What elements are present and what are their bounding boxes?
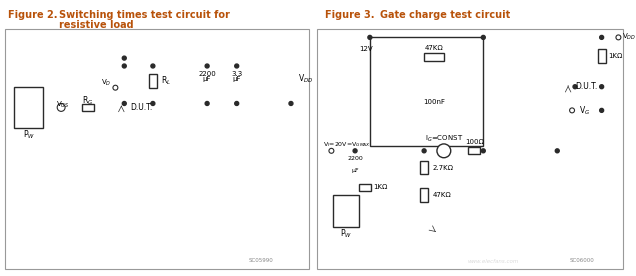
Circle shape (235, 102, 238, 105)
Text: V$_D$: V$_D$ (101, 78, 111, 88)
Bar (14, 87, 43, 128)
Text: D.U.T.: D.U.T. (130, 103, 153, 112)
Text: 3.3: 3.3 (231, 71, 242, 77)
Circle shape (122, 102, 127, 105)
Text: 2.7KΩ: 2.7KΩ (433, 164, 454, 171)
Circle shape (151, 102, 155, 105)
Text: μF: μF (203, 76, 211, 82)
Circle shape (368, 35, 372, 39)
Circle shape (57, 104, 65, 112)
Circle shape (122, 56, 127, 60)
Bar (469, 147, 480, 154)
Text: V$_G$: V$_G$ (579, 104, 590, 117)
Bar (5, 28, 308, 269)
Text: 2200: 2200 (198, 71, 216, 77)
Text: D.U.T.: D.U.T. (575, 82, 597, 91)
Text: 47KΩ: 47KΩ (425, 45, 443, 51)
Text: 1KΩ: 1KΩ (609, 53, 623, 59)
Text: P$_W$: P$_W$ (340, 227, 352, 240)
Circle shape (573, 85, 577, 89)
Text: resistive load: resistive load (59, 20, 134, 30)
Circle shape (113, 85, 118, 90)
Text: 12V: 12V (359, 46, 373, 52)
Bar (598, 49, 605, 63)
Text: V$_I$=20V=V$_{GMAX}$: V$_I$=20V=V$_{GMAX}$ (322, 140, 371, 149)
Text: Gate charge test circuit: Gate charge test circuit (380, 10, 510, 20)
Circle shape (122, 64, 127, 68)
Circle shape (353, 149, 357, 153)
Text: μF: μF (233, 76, 241, 82)
Text: V$_{GS}$: V$_{GS}$ (57, 99, 70, 110)
Bar (333, 195, 359, 227)
Text: R$_G$: R$_G$ (82, 94, 93, 107)
Circle shape (422, 149, 426, 153)
Bar (359, 184, 371, 191)
Bar (420, 188, 428, 202)
Circle shape (205, 64, 209, 68)
Text: 100Ω: 100Ω (465, 139, 484, 145)
Circle shape (205, 102, 209, 105)
Circle shape (600, 35, 604, 39)
Bar (424, 53, 444, 61)
Circle shape (570, 108, 574, 113)
Circle shape (481, 149, 485, 153)
Text: SC06000: SC06000 (570, 258, 594, 263)
Text: 1KΩ: 1KΩ (373, 184, 388, 190)
Bar (82, 104, 93, 111)
Text: 2200: 2200 (347, 156, 363, 161)
Circle shape (437, 144, 451, 158)
Circle shape (151, 64, 155, 68)
Bar (317, 28, 623, 269)
Text: Figure 2.: Figure 2. (8, 10, 57, 20)
Text: Switching times test circuit for: Switching times test circuit for (59, 10, 230, 20)
Bar (420, 161, 428, 174)
Text: μF: μF (351, 168, 359, 173)
Circle shape (235, 64, 238, 68)
Text: R$_L$: R$_L$ (161, 75, 171, 87)
Circle shape (555, 149, 559, 153)
Text: V$_{DD}$: V$_{DD}$ (623, 32, 636, 43)
Text: V$_{DD}$: V$_{DD}$ (298, 73, 313, 85)
Bar (370, 37, 483, 146)
Circle shape (600, 108, 604, 112)
Circle shape (481, 35, 485, 39)
Circle shape (600, 85, 604, 89)
Text: I$_G$=CONST: I$_G$=CONST (425, 134, 463, 144)
Text: P$_W$: P$_W$ (22, 129, 35, 141)
Circle shape (289, 102, 293, 105)
Bar (149, 74, 157, 88)
Text: 100nF: 100nF (423, 99, 445, 105)
Text: Figure 3.: Figure 3. (326, 10, 375, 20)
Text: SC05990: SC05990 (249, 258, 273, 263)
Text: 47KΩ: 47KΩ (433, 192, 452, 198)
Text: www.elecfans.com: www.elecfans.com (467, 259, 519, 264)
Circle shape (329, 148, 334, 153)
Circle shape (616, 35, 621, 40)
